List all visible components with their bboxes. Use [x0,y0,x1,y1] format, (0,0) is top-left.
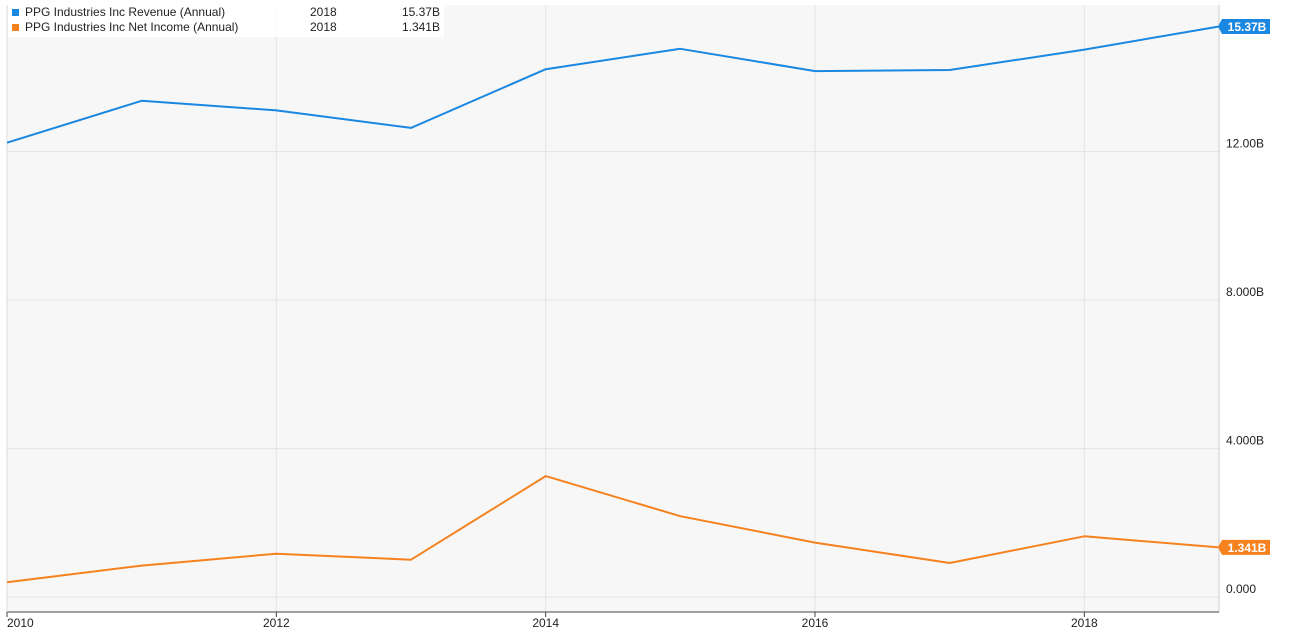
legend: PPG Industries Inc Revenue (Annual) 2018… [8,4,444,37]
legend-value: 1.341B [401,20,440,34]
revenue-last-value-flag [1218,19,1270,35]
legend-entry-net-income: PPG Industries Inc Net Income (Annual) 2… [12,20,440,35]
y-tick-label: 12.00B [1226,137,1264,151]
last-value-label: 1.341B [1228,541,1267,555]
legend-swatch-net-income [12,24,19,31]
legend-value: 15.37B [401,5,440,19]
legend-entry-revenue: PPG Industries Inc Revenue (Annual) 2018… [12,5,440,20]
legend-series-name: PPG Industries Inc Net Income (Annual) [25,20,239,34]
last-value-label: 15.37B [1228,20,1267,34]
x-tick-label: 2012 [263,616,290,630]
x-tick-label: 2016 [802,616,829,630]
legend-year: 2018 [310,20,337,34]
legend-swatch-revenue [12,9,19,16]
y-tick-label: 4.000B [1226,434,1264,448]
net-income-last-value-flag [1218,539,1270,555]
y-tick-label: 0.000 [1226,582,1256,596]
legend-series-name: PPG Industries Inc Revenue (Annual) [25,5,226,19]
y-tick-label: 8.000B [1226,285,1264,299]
legend-year: 2018 [310,5,337,19]
revenue-line [6,25,1220,144]
x-tick-label: 2014 [532,616,559,630]
net-income-line [6,475,1220,584]
plot-area [7,5,1219,612]
x-tick-label: 2010 [7,616,34,630]
x-tick-label: 2018 [1071,616,1098,630]
